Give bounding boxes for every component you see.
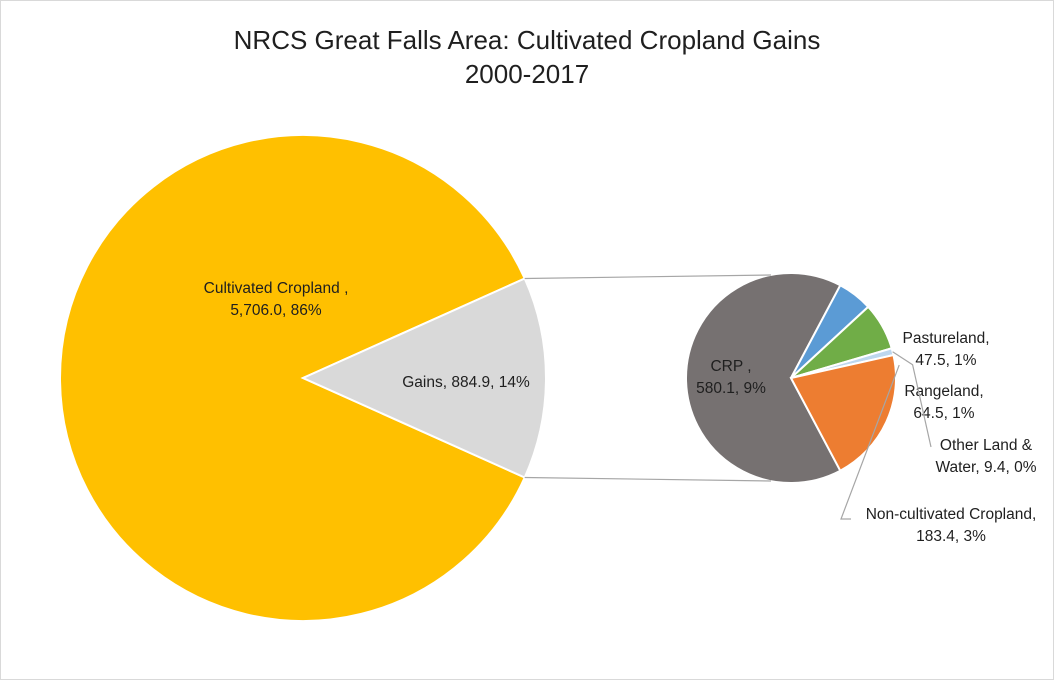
chart-title-line2: 2000-2017	[464, 59, 590, 89]
connector-line-top	[524, 274, 772, 280]
leader-line-other-land-water	[892, 351, 932, 448]
label-crp: CRP , 580.1, 9%	[696, 358, 766, 397]
slice-gains	[300, 277, 547, 479]
label-pastureland: Pastureland, 47.5, 1%	[902, 330, 989, 369]
connector-line-bottom	[524, 476, 772, 482]
leader-line-non-cultivated-cropland	[840, 364, 900, 520]
label-rangeland: Rangeland, 64.5, 1%	[904, 383, 983, 422]
label-cultivated-cropland: Cultivated Cropland , 5,706.0, 86%	[204, 280, 349, 319]
chart-title: NRCS Great Falls Area: Cultivated Cropla…	[1, 23, 1053, 91]
label-gains: Gains, 884.9, 14%	[402, 374, 530, 391]
label-non-cultivated-cropland: Non-cultivated Cropland, 183.4, 3%	[866, 506, 1037, 545]
chart-title-line1: NRCS Great Falls Area: Cultivated Cropla…	[233, 25, 821, 55]
label-other-land-water: Other Land & Water, 9.4, 0%	[935, 437, 1036, 476]
slice-crp	[685, 272, 842, 484]
slice-cultivated-cropland	[58, 134, 527, 622]
